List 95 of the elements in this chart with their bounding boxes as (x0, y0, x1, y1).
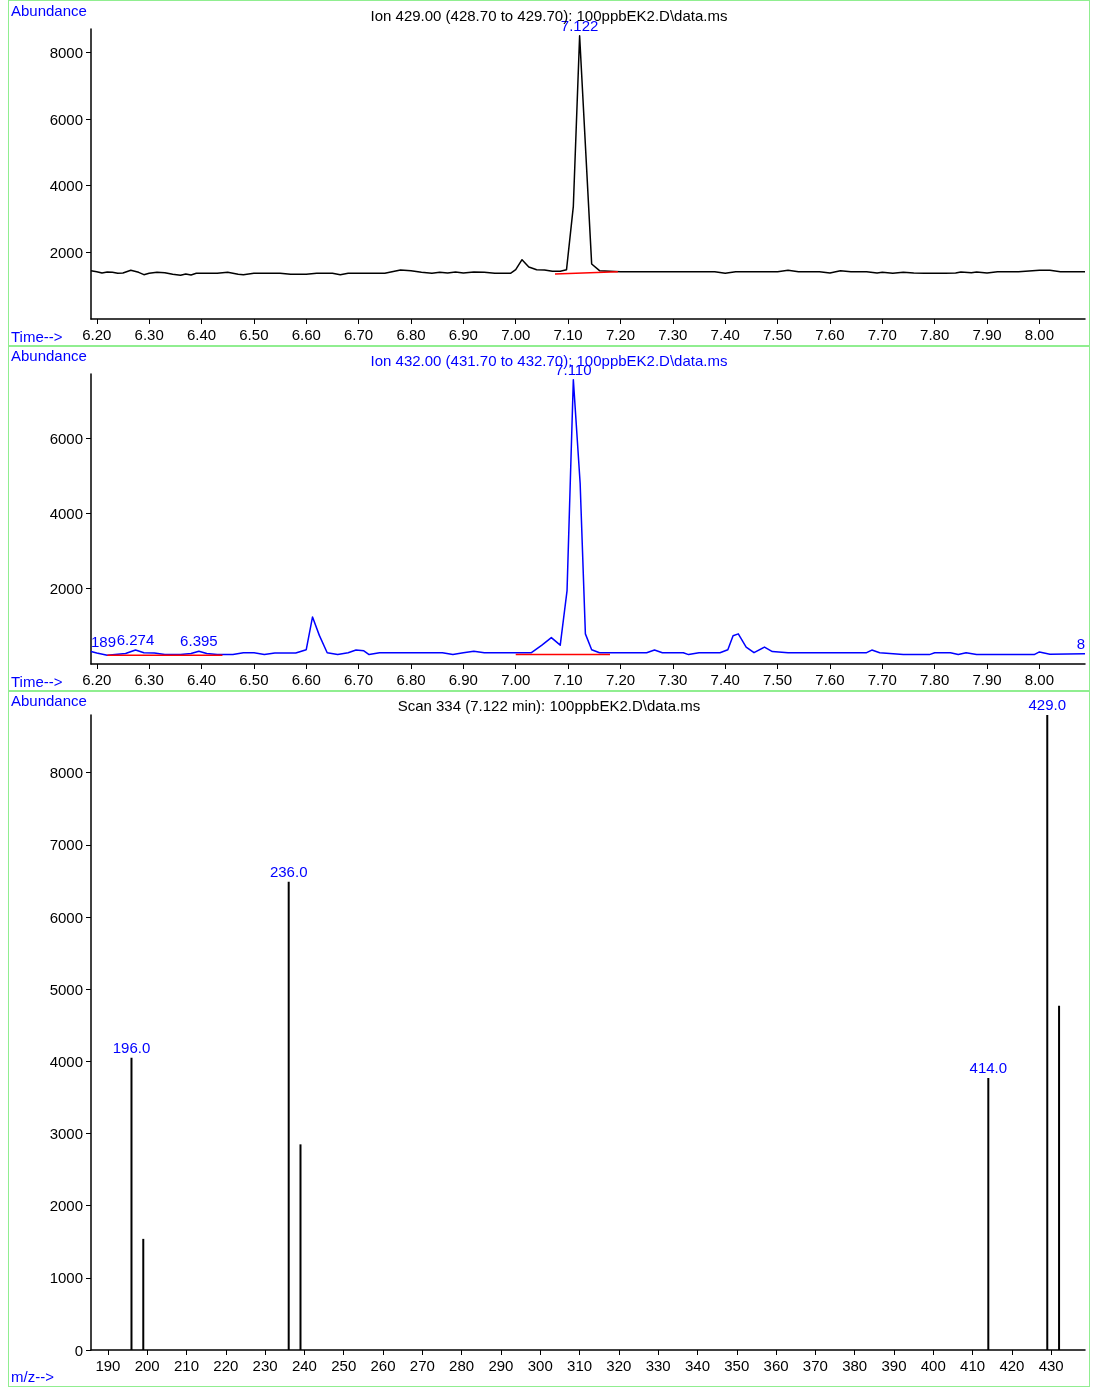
annotation: 414.0 (969, 1058, 1008, 1076)
y-tick-label: 6000 (49, 908, 83, 926)
x-tick-label: 8.00 (1024, 671, 1055, 688)
x-tick-label: 360 (763, 1357, 789, 1374)
x-tick-label: 8.00 (1024, 326, 1055, 343)
y-tick-label: 7000 (49, 836, 83, 854)
x-tick-label: 260 (370, 1357, 396, 1374)
y-tick-label: 6000 (49, 110, 83, 128)
y-tick-label: 4000 (49, 177, 83, 195)
y-tick-label: 4000 (49, 504, 83, 522)
x-tick-label: 7.00 (501, 326, 531, 343)
x-axis-title: Time--> (11, 673, 63, 690)
x-tick-label: 330 (645, 1357, 671, 1374)
y-tick-label: 6000 (49, 429, 83, 447)
x-tick-label: 7.70 (867, 671, 897, 688)
y-tick-label: 2000 (49, 580, 83, 598)
x-tick-label: 6.50 (239, 326, 269, 343)
annotation: 429.0 (1028, 696, 1067, 713)
x-tick-label: 400 (920, 1357, 946, 1374)
x-axis-title: Time--> (11, 328, 63, 345)
x-tick-label: 320 (606, 1357, 632, 1374)
y-axis-title: Abundance (11, 347, 87, 364)
x-tick-label: 270 (409, 1357, 435, 1374)
x-tick-label: 6.30 (134, 326, 164, 343)
x-tick-label: 220 (213, 1357, 239, 1374)
x-tick-label: 350 (724, 1357, 750, 1374)
x-tick-label: 7.20 (605, 671, 636, 688)
x-tick-label: 7.90 (972, 671, 1002, 688)
x-tick-label: 210 (173, 1357, 200, 1374)
x-tick-label: 6.80 (396, 326, 426, 343)
x-tick-label: 390 (881, 1357, 907, 1374)
y-tick-label: 1000 (49, 1269, 83, 1287)
x-tick-label: 6.50 (239, 671, 269, 688)
x-tick-label: 6.60 (291, 326, 321, 343)
x-tick-label: 6.70 (344, 671, 374, 688)
x-tick-label: 7.50 (762, 326, 793, 343)
x-tick-label: 7.90 (972, 326, 1002, 343)
annotation: 189 (91, 632, 117, 650)
x-tick-label: 280 (449, 1357, 475, 1374)
x-tick-label: 7.40 (710, 326, 740, 343)
x-tick-label: 7.00 (501, 671, 531, 688)
x-tick-label: 7.10 (553, 671, 583, 688)
x-tick-label: 230 (252, 1357, 278, 1374)
x-tick-label: 6.60 (291, 671, 321, 688)
y-tick-label: 0 (74, 1341, 83, 1359)
annotation: 196.0 (112, 1038, 151, 1056)
x-tick-label: 7.30 (658, 671, 688, 688)
x-tick-label: 240 (291, 1357, 317, 1374)
annotation: 6.395 (180, 632, 218, 650)
chart-title: Scan 334 (7.122 min): 100ppbEK2.D\data.ms (397, 697, 701, 714)
x-tick-label: 6.40 (186, 671, 217, 688)
x-tick-label: 6.20 (82, 326, 112, 343)
x-tick-label: 6.30 (134, 671, 164, 688)
x-tick-label: 6.90 (448, 671, 478, 688)
x-tick-label: 380 (842, 1357, 868, 1374)
y-tick-label: 8000 (49, 764, 83, 782)
x-tick-label: 250 (331, 1357, 357, 1374)
x-tick-label: 7.40 (710, 671, 740, 688)
x-tick-label: 300 (527, 1357, 553, 1374)
x-tick-label: 7.60 (815, 326, 845, 343)
x-tick-label: 6.90 (448, 326, 478, 343)
x-tick-label: 310 (567, 1357, 593, 1374)
x-tick-label: 200 (134, 1357, 160, 1374)
x-tick-label: 290 (488, 1357, 514, 1374)
x-tick-label: 190 (95, 1357, 121, 1374)
y-tick-label: 8000 (49, 43, 83, 61)
x-tick-label: 7.50 (762, 671, 793, 688)
y-tick-label: 2000 (49, 1197, 83, 1215)
x-tick-label: 7.20 (605, 326, 636, 343)
x-tick-label: 6.40 (186, 326, 217, 343)
line-series (90, 378, 1086, 657)
annotation: 8 (1076, 634, 1085, 652)
x-tick-label: 420 (999, 1357, 1025, 1374)
x-tick-label: 6.70 (344, 326, 374, 343)
y-tick-label: 3000 (49, 1125, 83, 1143)
y-tick-label: 4000 (49, 1052, 83, 1070)
x-tick-label: 6.20 (82, 671, 112, 688)
x-axis-title: m/z--> (11, 1368, 55, 1385)
annotation: 6.274 (116, 631, 155, 649)
x-tick-label: 430 (1038, 1357, 1064, 1374)
x-tick-label: 7.30 (658, 326, 688, 343)
x-tick-label: 7.60 (815, 671, 845, 688)
x-tick-label: 7.80 (920, 671, 950, 688)
x-tick-label: 340 (684, 1357, 710, 1374)
y-tick-label: 2000 (49, 243, 83, 261)
y-axis-title: Abundance (11, 692, 87, 709)
y-axis-title: Abundance (11, 2, 87, 19)
x-tick-label: 7.10 (553, 326, 583, 343)
x-tick-label: 370 (802, 1357, 828, 1374)
annotation: 236.0 (269, 862, 308, 880)
x-tick-label: 410 (960, 1357, 986, 1374)
x-tick-label: 7.70 (867, 326, 897, 343)
x-tick-label: 7.80 (920, 326, 950, 343)
x-tick-label: 6.80 (396, 671, 426, 688)
y-tick-label: 5000 (49, 980, 83, 998)
